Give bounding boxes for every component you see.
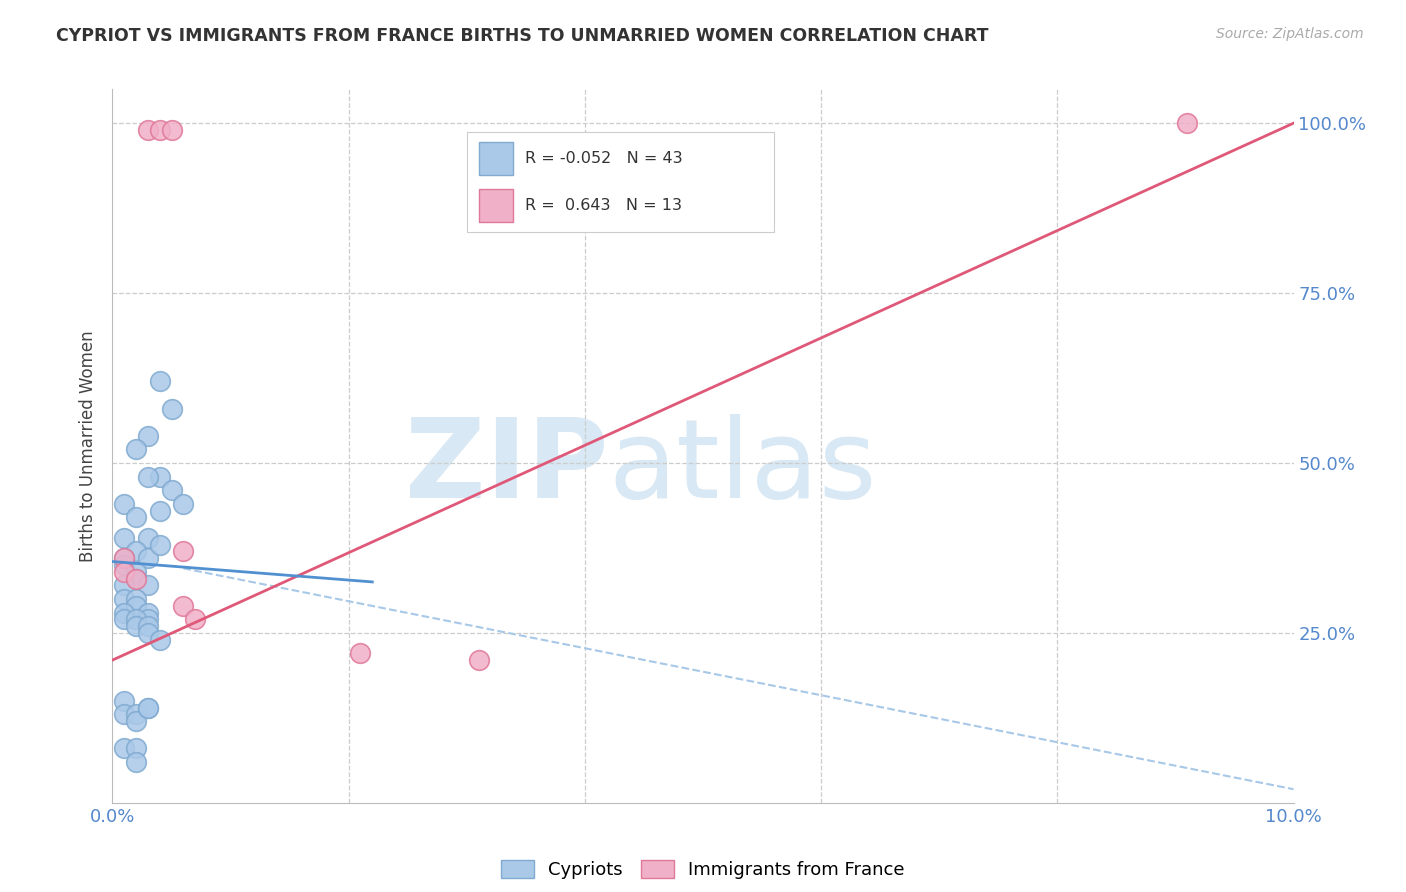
Point bbox=[112, 707, 135, 722]
Point bbox=[349, 646, 371, 660]
Point bbox=[125, 755, 148, 769]
Point bbox=[467, 653, 489, 667]
Point bbox=[136, 619, 159, 633]
Point bbox=[160, 123, 183, 137]
Point bbox=[125, 599, 148, 613]
Point bbox=[125, 612, 148, 626]
Point bbox=[149, 632, 172, 647]
Point bbox=[112, 558, 135, 572]
Point bbox=[149, 375, 172, 389]
Point bbox=[112, 551, 135, 566]
Point bbox=[136, 429, 159, 443]
Point bbox=[125, 714, 148, 729]
Point bbox=[149, 503, 172, 517]
Point bbox=[136, 578, 159, 592]
Point bbox=[112, 612, 135, 626]
Point bbox=[160, 401, 183, 416]
Point bbox=[112, 741, 135, 756]
Point bbox=[125, 591, 148, 606]
Point bbox=[112, 531, 135, 545]
Point bbox=[112, 551, 135, 566]
Point bbox=[172, 544, 194, 558]
Point bbox=[149, 469, 172, 483]
Point bbox=[136, 606, 159, 620]
Point bbox=[136, 469, 159, 483]
Point bbox=[112, 694, 135, 708]
Point bbox=[125, 510, 148, 524]
Point bbox=[172, 599, 194, 613]
Point bbox=[136, 123, 159, 137]
Point bbox=[172, 497, 194, 511]
Point bbox=[136, 612, 159, 626]
Text: CYPRIOT VS IMMIGRANTS FROM FRANCE BIRTHS TO UNMARRIED WOMEN CORRELATION CHART: CYPRIOT VS IMMIGRANTS FROM FRANCE BIRTHS… bbox=[56, 27, 988, 45]
Point bbox=[184, 612, 207, 626]
Point bbox=[136, 531, 159, 545]
Text: atlas: atlas bbox=[609, 414, 877, 521]
Legend: Cypriots, Immigrants from France: Cypriots, Immigrants from France bbox=[495, 853, 911, 887]
Point bbox=[149, 123, 172, 137]
Point bbox=[136, 700, 159, 714]
Point bbox=[112, 591, 135, 606]
Text: Source: ZipAtlas.com: Source: ZipAtlas.com bbox=[1216, 27, 1364, 41]
Point bbox=[112, 565, 135, 579]
Point bbox=[112, 497, 135, 511]
Point bbox=[125, 572, 148, 586]
Y-axis label: Births to Unmarried Women: Births to Unmarried Women bbox=[79, 330, 97, 562]
Point bbox=[125, 565, 148, 579]
Point bbox=[160, 483, 183, 498]
Point bbox=[112, 578, 135, 592]
Point bbox=[125, 544, 148, 558]
Point bbox=[136, 551, 159, 566]
Point bbox=[125, 442, 148, 457]
Point bbox=[125, 572, 148, 586]
Point bbox=[136, 700, 159, 714]
Text: ZIP: ZIP bbox=[405, 414, 609, 521]
Point bbox=[125, 741, 148, 756]
Point bbox=[136, 626, 159, 640]
Point bbox=[112, 606, 135, 620]
Point bbox=[125, 707, 148, 722]
Point bbox=[1175, 116, 1198, 130]
Point bbox=[125, 619, 148, 633]
Point bbox=[149, 537, 172, 551]
